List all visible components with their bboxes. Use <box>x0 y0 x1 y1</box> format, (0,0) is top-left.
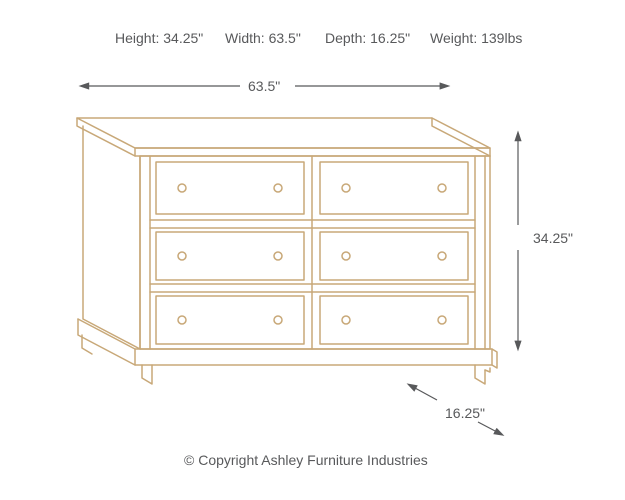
dresser-diagram <box>0 0 625 500</box>
